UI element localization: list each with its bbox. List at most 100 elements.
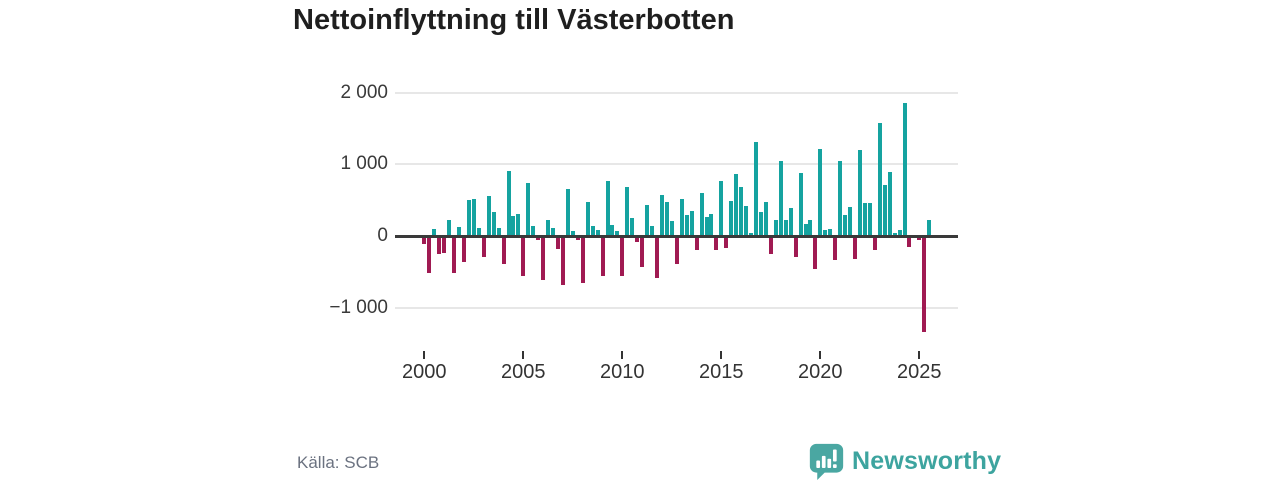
bar [531,226,536,236]
bar [486,196,491,236]
bar [575,236,580,241]
bar [704,217,709,236]
bar [565,188,570,236]
bar [422,236,427,244]
bar [432,228,437,236]
bar [600,236,605,277]
bar [427,236,432,274]
bar [838,160,843,236]
bar [729,201,734,236]
bar [922,236,927,332]
bar [585,202,590,236]
bar [456,226,461,236]
bar [788,207,793,236]
bar [546,220,550,236]
y-axis-tick-label: 0 [377,225,388,246]
bar [882,184,887,236]
x-axis-tick-label: 2010 [600,361,645,383]
bar [551,227,555,236]
bar [699,193,704,236]
bar [679,198,684,236]
bar [778,160,783,236]
bar [501,236,506,264]
bar [521,236,526,277]
y-axis-tick-label: −1 000 [329,296,388,318]
bar [744,205,748,236]
gridline [395,163,958,166]
bar [763,202,768,236]
x-axis-tick-label: 2020 [798,361,843,383]
x-axis-tick-label: 2025 [897,361,942,383]
bar [917,236,922,241]
bar [625,186,630,236]
bar [877,122,882,236]
bar [813,236,818,269]
bar [476,227,481,236]
bar [783,219,788,236]
bar [447,219,452,236]
bar [471,198,476,236]
bar [857,150,862,236]
bar [907,236,912,247]
bar [650,226,654,236]
gridline [395,91,958,94]
bar [595,229,600,236]
bar [481,236,486,257]
bar [773,220,778,236]
bar [580,236,585,283]
bar [635,236,640,242]
bar [506,171,511,236]
bar [560,236,565,286]
bar [719,181,724,236]
x-axis-zero-line [395,235,958,238]
bar [709,213,714,236]
bar [442,236,447,253]
bar [664,201,669,236]
y-axis-tick-label: 2 000 [340,81,388,103]
chart-title: Nettoinflyttning till Västerbotten [293,4,735,36]
bar [749,233,753,236]
bar [610,224,615,236]
bar [902,103,907,236]
bar [803,223,808,236]
newsworthy-logo-icon [808,442,845,480]
newsworthy-logo: Newsworthy [808,442,1001,480]
bar [684,215,689,236]
bar [570,231,575,236]
x-axis-tick [918,351,921,359]
bar [739,186,744,236]
bar [640,236,645,267]
bar [853,236,857,259]
bar [848,207,852,236]
x-axis-tick-label: 2015 [699,361,744,383]
bar [630,218,635,236]
bar [724,236,729,248]
x-axis-tick [522,351,525,359]
bar [556,236,560,249]
gridline [395,306,958,309]
bar [674,236,679,264]
bar [516,214,521,236]
bar [927,220,932,236]
bar [655,236,659,279]
bar [496,227,501,236]
bar [452,236,456,273]
bar [526,183,531,236]
x-axis-tick [621,351,624,359]
bar [754,142,758,236]
bar [669,221,674,236]
bar [615,231,620,236]
bar [620,236,625,277]
bar [590,226,595,236]
bar [793,236,798,257]
bar [461,236,466,262]
bar [808,220,813,236]
bar [897,229,902,236]
bar [828,228,833,236]
x-axis-tick [819,351,822,359]
bar [734,173,739,236]
bar [862,203,867,236]
bar [867,203,872,236]
bar [818,149,823,236]
